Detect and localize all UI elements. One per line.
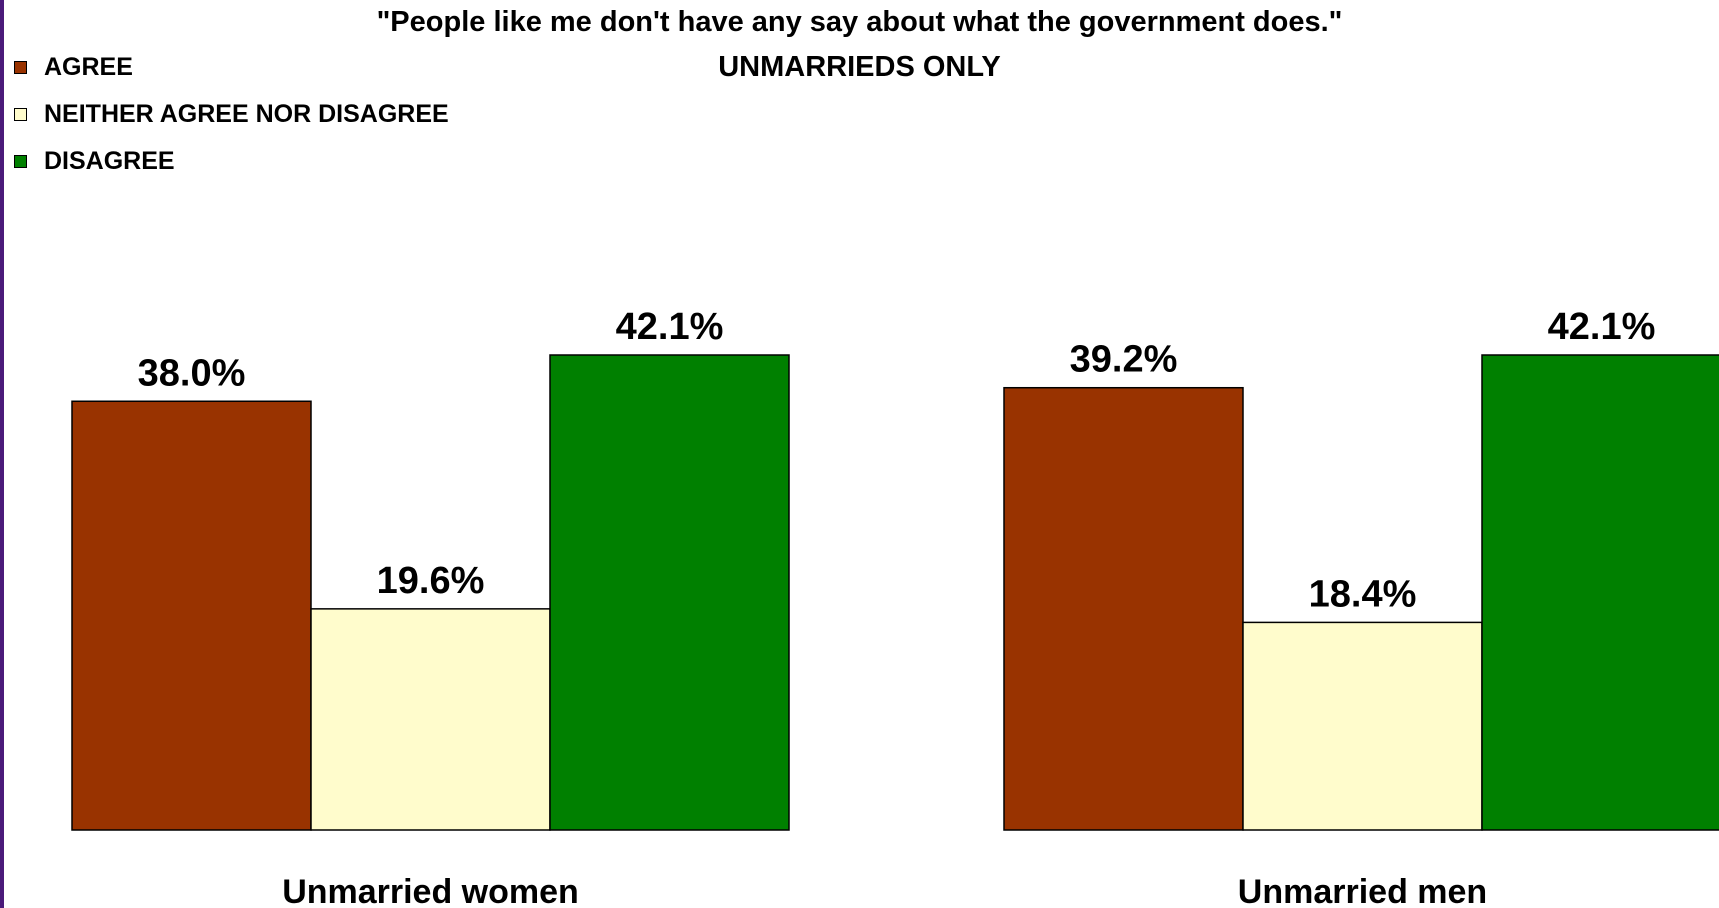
bar-unmarried-women-agree [71,400,312,831]
legend-label-agree: AGREE [44,53,133,81]
chart-title: "People like me don't have any say about… [376,6,1343,38]
value-label-unmarried-men-neither-agree-nor-disagree: 18.4% [1309,573,1417,615]
value-label-unmarried-men-agree: 39.2% [1070,339,1178,381]
legend-swatch-agree [14,61,27,74]
bar-unmarried-women-disagree [549,354,790,831]
left-edge-accent [0,0,4,908]
legend-swatch-disagree [14,155,27,168]
legend-label-disagree: DISAGREE [44,147,175,175]
value-label-unmarried-women-disagree: 42.1% [616,306,724,348]
bar-unmarried-women-neither-agree-nor-disagree [310,608,551,831]
legend-swatch-neither [14,108,27,121]
category-label-unmarried-men: Unmarried men [1238,873,1487,908]
value-label-unmarried-men-disagree: 42.1% [1548,306,1656,348]
value-label-unmarried-women-agree: 38.0% [138,352,246,394]
legend-label-neither: NEITHER AGREE NOR DISAGREE [44,100,449,128]
category-label-unmarried-women: Unmarried women [282,873,579,908]
chart-subtitle: UNMARRIEDS ONLY [718,51,1001,83]
bar-unmarried-men-disagree [1481,354,1719,831]
bar-unmarried-men-neither-agree-nor-disagree [1242,621,1483,831]
bar-unmarried-men-agree [1003,386,1244,831]
value-label-unmarried-women-neither-agree-nor-disagree: 19.6% [377,560,485,602]
